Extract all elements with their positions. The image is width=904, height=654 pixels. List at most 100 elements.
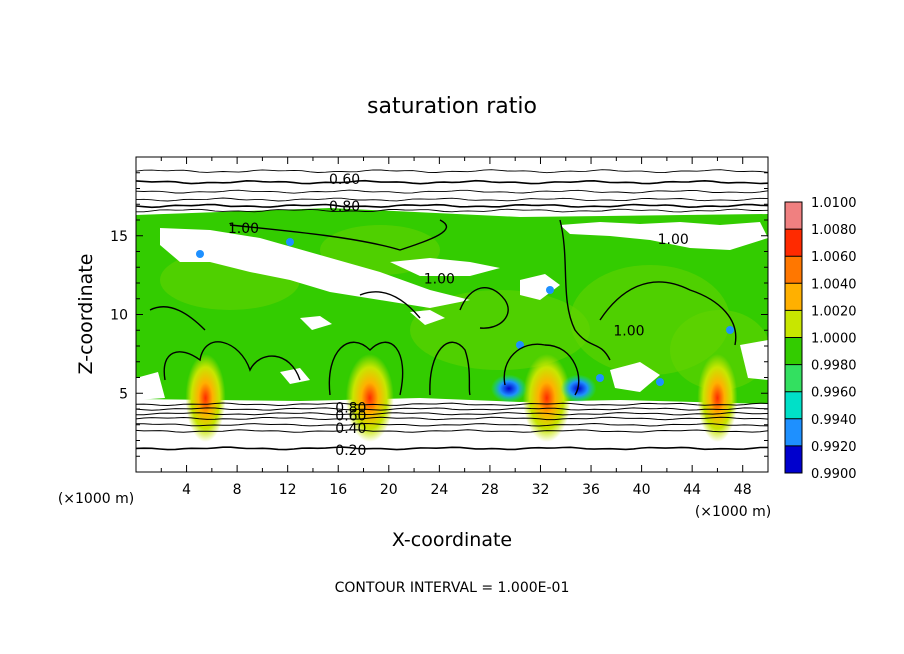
colorbar-label: 1.0040 [811,277,857,292]
y-axis-label: Z-coordinate [75,254,97,375]
colorbar-segment [785,418,802,446]
contour-line [136,402,768,407]
dry-region [136,372,165,400]
contour-line [136,169,768,174]
y-axis-ticks: 5 10 15 [110,172,768,457]
surface-maximum [697,353,738,442]
dry-region [390,258,500,276]
field-speck [196,250,204,258]
contour-line [599,281,737,346]
x-tick-label: 12 [279,482,297,498]
colorbar: 1.0100 1.0080 1.0060 1.0040 1.0020 1.0000 0.99… [784,196,857,482]
x-tick-label: 32 [532,482,550,498]
colorbar-segment [785,202,802,230]
colorbar-label: 1.0100 [811,196,857,211]
contour-line [136,429,768,433]
dry-region [610,362,660,392]
colorbar-segment [785,391,802,419]
colorbar-segment [785,337,802,365]
contour-line [136,197,768,202]
contour-line [559,219,611,361]
x-tick-label: 24 [430,482,448,498]
x-tick-label: 4 [182,482,191,498]
dry-region [160,228,470,308]
contour-line [136,416,768,421]
contour-line [163,341,301,381]
contour-line [328,341,404,396]
colorbar-label: 0.9900 [811,467,857,482]
field-patch [410,290,590,370]
contour-label: 0.40 [335,421,366,437]
contour-label: 1.00 [424,271,455,287]
field-speck [656,378,664,386]
colorbar-label: 0.9980 [811,359,857,374]
contour-line [136,179,768,185]
colorbar-label: 0.9940 [811,413,857,428]
colorbar-segment [785,445,802,473]
chart-title: saturation ratio [367,94,537,119]
contour-label: 0.20 [335,443,366,459]
dry-region [520,274,560,300]
contour-label: 0.80 [329,199,360,215]
dry-region [560,222,768,250]
x-unit-label: (×1000 m) [58,491,134,507]
colorbar-label: 1.0080 [811,223,857,238]
contour-line [136,203,768,209]
colorbar-segment [785,364,802,392]
x-tick-label: 20 [380,482,398,498]
contour-line [136,189,768,194]
x-tick-label: 40 [633,482,651,498]
y-tick-label: 15 [110,229,128,245]
colorbar-label: 0.9920 [811,440,857,455]
x-tick-label: 16 [329,482,347,498]
dry-region [740,340,768,380]
contour-label: 1.00 [613,323,644,339]
field-speck [286,238,294,246]
contour-line [359,291,421,319]
contour-line [229,219,448,251]
colorbar-segment [785,283,802,311]
contour-interval-note: CONTOUR INTERVAL = 1.000E-01 [335,580,570,596]
contour-labels: 0.600.801.001.001.001.000.800.600.400.20 [228,172,689,459]
surface-maximum [345,353,394,442]
contour-line [136,422,768,427]
dry-region [300,316,332,330]
contour-line [503,343,580,396]
colorbar-label: 1.0020 [811,304,857,319]
contour-line [136,446,768,451]
surface-maximum [185,353,226,442]
contour-label: 1.00 [658,232,689,248]
contour-lines [136,169,768,451]
x-tick-label: 8 [233,482,242,498]
dry-region [410,310,445,325]
x-tick-label: 36 [582,482,600,498]
x-tick-label: 28 [481,482,499,498]
field-speck [596,374,604,382]
colorbar-segment [785,229,802,257]
contour-line [136,208,768,213]
contour-line [136,411,768,416]
contour-label: 0.60 [329,172,360,188]
colorbar-label: 1.0000 [811,332,857,347]
contour-label: 0.80 [335,400,366,416]
surface-minimum [490,374,527,403]
contour-line [136,407,768,411]
saturation-field [136,208,768,442]
colorbar-label: 1.0060 [811,250,857,265]
contour-line [459,287,509,329]
field-speck [726,326,734,334]
surface-maximum [522,353,571,442]
dry-region [280,368,310,384]
field-speck [546,286,554,294]
x-axis-ticks: 4 8 12 16 20 24 28 32 36 40 44 48 [160,157,752,498]
y-tick-label: 10 [110,308,128,324]
y-unit-label: (×1000 m) [695,504,771,520]
colorbar-segment [785,310,802,338]
x-tick-label: 44 [683,482,701,498]
y-tick-label: 5 [119,386,128,402]
contour-label: 1.00 [228,221,259,237]
colorbar-label: 0.9960 [811,386,857,401]
contour-label: 0.60 [335,408,366,424]
x-axis-label: X-coordinate [392,529,512,551]
